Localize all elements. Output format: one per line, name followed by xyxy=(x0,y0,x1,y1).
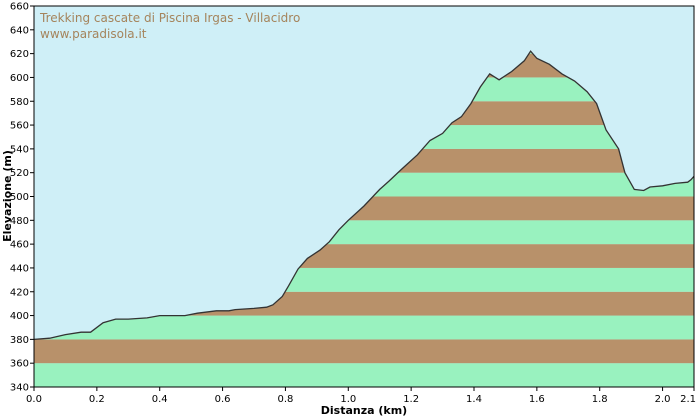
x-axis-ticks: 0.0 0.2 0.4 0.6 0.8 1.0 1.2 1.4 1.6 1.8 2.0 2.1 xyxy=(26,387,696,405)
y-tick-label: 360 xyxy=(10,359,29,370)
elevation-band xyxy=(34,363,694,387)
elevation-profile-line xyxy=(33,50,695,341)
y-tick-label: 440 xyxy=(10,263,29,274)
y-tick-label: 640 xyxy=(10,25,29,36)
y-tick-label: 340 xyxy=(10,383,29,394)
x-tick-label: 1.8 xyxy=(592,394,608,405)
y-tick-label: 620 xyxy=(10,49,29,60)
x-tick-label: 1.2 xyxy=(403,394,419,405)
x-tick-label: 1.4 xyxy=(466,394,482,405)
y-tick-label: 380 xyxy=(10,335,29,346)
elevation-band xyxy=(34,315,694,340)
y-tick-label: 400 xyxy=(10,311,29,322)
x-tick-label: 1.0 xyxy=(340,394,356,405)
chart-subtitle: www.paradisola.it xyxy=(40,27,147,41)
x-axis-label: Distanza (km) xyxy=(321,404,407,417)
x-tick-label: 0.4 xyxy=(152,394,168,405)
y-tick-label: 420 xyxy=(10,287,29,298)
x-tick-label: 2.0 xyxy=(655,394,671,405)
y-axis-label: Elevazione (m) xyxy=(1,150,14,242)
elevation-band xyxy=(34,339,694,364)
x-tick-label: 0.2 xyxy=(89,394,105,405)
y-tick-label: 500 xyxy=(10,192,29,203)
x-tick-label: 0.8 xyxy=(277,394,293,405)
chart-title: Trekking cascate di Piscina Irgas - Vill… xyxy=(39,11,300,25)
x-tick-label: 0.6 xyxy=(215,394,231,405)
x-tick-label: 1.6 xyxy=(529,394,545,405)
y-tick-label: 580 xyxy=(10,97,29,108)
x-tick-label: 2.1 xyxy=(680,394,696,405)
y-tick-label: 480 xyxy=(10,216,29,227)
y-tick-label: 540 xyxy=(10,144,29,155)
y-tick-label: 520 xyxy=(10,168,29,179)
y-tick-label: 660 xyxy=(10,2,29,13)
y-axis-ticks: 340 360 380 400 420 440 460 480 500 520 540 560 580 6… xyxy=(10,2,34,394)
y-tick-label: 600 xyxy=(10,73,29,84)
y-tick-label: 460 xyxy=(10,240,29,251)
y-tick-label: 560 xyxy=(10,121,29,132)
x-tick-label: 0.0 xyxy=(26,394,42,405)
